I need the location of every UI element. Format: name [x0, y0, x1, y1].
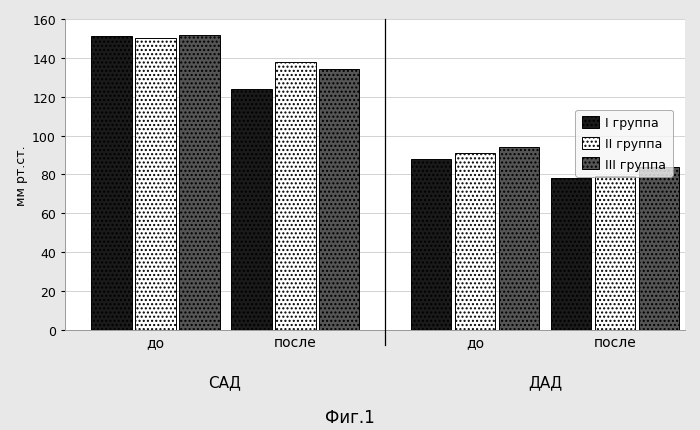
Bar — [318, 71, 360, 330]
Text: Фиг.1: Фиг.1 — [325, 408, 375, 426]
Text: САД: САД — [209, 374, 242, 389]
Y-axis label: мм рт.ст.: мм рт.ст. — [15, 145, 28, 205]
Bar — [178, 35, 220, 330]
Bar — [411, 160, 452, 330]
Bar — [90, 37, 132, 330]
Bar — [134, 39, 176, 330]
Bar — [454, 154, 496, 330]
Bar — [274, 63, 316, 330]
Bar — [498, 148, 540, 330]
Legend: I группа, II группа, III группа: I группа, II группа, III группа — [575, 111, 673, 178]
Bar — [594, 177, 636, 330]
Bar — [551, 179, 591, 330]
Bar — [638, 167, 680, 330]
Text: ДАД: ДАД — [528, 374, 562, 389]
Bar — [230, 90, 272, 330]
